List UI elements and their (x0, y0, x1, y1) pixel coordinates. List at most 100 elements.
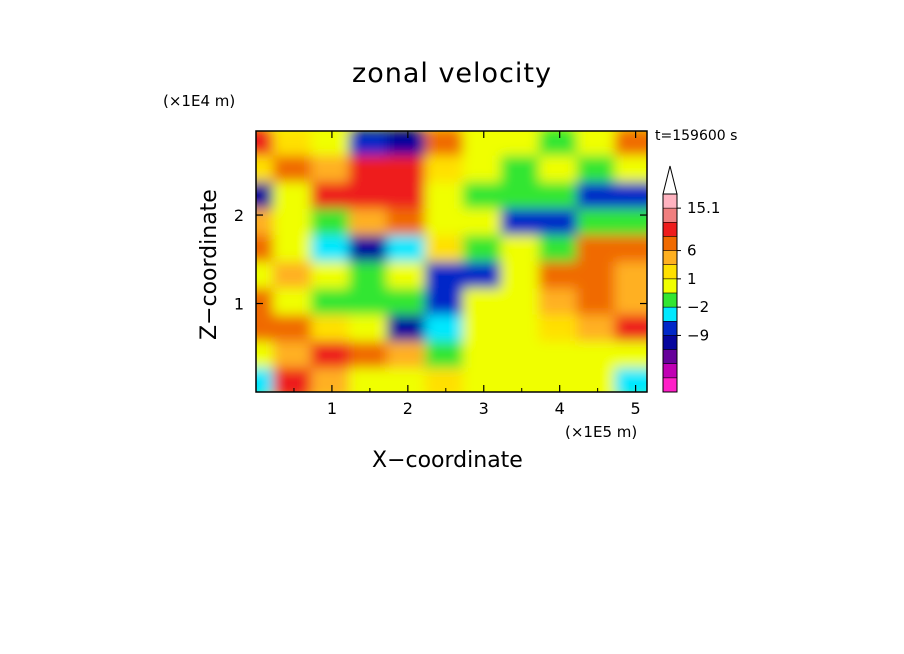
field-cell (272, 288, 315, 319)
field-cell (386, 208, 429, 240)
field-cell (424, 208, 467, 240)
field-cell (256, 155, 277, 187)
colorbar-swatch (663, 278, 677, 294)
field-cell (256, 341, 277, 372)
field-cell (310, 155, 353, 187)
axis-ticks: 1 2 3 4 5 1 2 (234, 131, 647, 418)
field-cell (576, 131, 619, 160)
field-cell (348, 155, 391, 187)
field-cell (386, 235, 429, 266)
colorbar-swatch (663, 222, 677, 237)
field-cell (538, 208, 581, 240)
field-cell (538, 341, 581, 372)
time-label: t=159600 s (655, 128, 738, 144)
field-cell (348, 314, 391, 346)
field-cell (424, 131, 467, 160)
field-cell (500, 288, 543, 319)
field-cell (576, 367, 619, 392)
field-cell (256, 131, 277, 160)
x-axis-title: X−coordinate (372, 448, 523, 473)
field-cell (462, 155, 505, 187)
field-cell (424, 155, 467, 187)
field-cell (576, 235, 619, 266)
field-cell (256, 261, 277, 293)
field-cell (256, 288, 277, 319)
field-cell (500, 235, 543, 266)
field-cell (348, 341, 391, 372)
field-cell (310, 208, 353, 240)
field-cell (500, 208, 543, 240)
field-cell (576, 182, 619, 213)
colorbar-swatch (663, 321, 677, 336)
field-cell (424, 288, 467, 319)
colorbar-label: 1 (687, 270, 697, 288)
field-cell (256, 182, 277, 213)
field-cell (348, 235, 391, 266)
colorbar-label: 6 (687, 242, 697, 260)
field-cell (256, 314, 277, 346)
field-cell (500, 155, 543, 187)
field-cell (500, 367, 543, 392)
field-cell (272, 131, 315, 160)
field-cell (256, 208, 277, 240)
plot-frame (255, 130, 648, 393)
field-cell (348, 131, 391, 160)
field-cell (500, 182, 543, 213)
field-cell (576, 155, 619, 187)
field-cell (348, 367, 391, 392)
field-cell (614, 155, 647, 187)
field-cell (614, 182, 647, 213)
field-cell (538, 367, 581, 392)
colorbar-extension-arrow (662, 165, 678, 195)
field-cell (272, 341, 315, 372)
field-cell (386, 261, 429, 293)
field-cell (310, 235, 353, 266)
field-cell (256, 367, 277, 392)
colorbar-swatch (663, 264, 677, 280)
field-cell (614, 367, 647, 392)
field-cell (538, 288, 581, 319)
field-cell (386, 182, 429, 213)
field-cell (500, 131, 543, 160)
field-cell (310, 367, 353, 392)
field-cell (256, 235, 277, 266)
field-cell (424, 235, 467, 266)
field-cell (310, 261, 353, 293)
colorbar-swatch (663, 194, 677, 209)
field-cell (310, 314, 353, 346)
colorbar-label: −2 (687, 298, 709, 316)
colorbar: 15.1 6 1 −2 −9 (662, 165, 720, 393)
field-cell (424, 261, 467, 293)
field-cell (462, 288, 505, 319)
field-cell (348, 182, 391, 213)
field-cell (310, 341, 353, 372)
field-cell (576, 341, 619, 372)
field-cell (576, 314, 619, 346)
field-cell (614, 208, 647, 240)
colorbar-swatch (663, 250, 677, 266)
field-cell (462, 314, 505, 346)
field-cell (272, 235, 315, 266)
y-scale-note: (×1E4 m) (163, 92, 236, 110)
velocity-field (256, 131, 647, 392)
colorbar-swatch (663, 293, 677, 308)
field-cell (424, 367, 467, 392)
field-cell (576, 261, 619, 293)
x-tick-label: 5 (631, 399, 641, 418)
field-cell (272, 155, 315, 187)
colorbar-label: 15.1 (687, 199, 720, 217)
field-cell (614, 131, 647, 160)
field-cell (272, 314, 315, 346)
field-cell (538, 314, 581, 346)
field-cell (424, 314, 467, 346)
field-cell (462, 341, 505, 372)
field-cell (462, 261, 505, 293)
field-cell (424, 182, 467, 213)
field-cell (614, 314, 647, 346)
field-cell (500, 341, 543, 372)
colorbar-label: −9 (687, 326, 709, 344)
x-scale-note: (×1E5 m) (565, 423, 638, 441)
colorbar-swatch (663, 236, 677, 252)
y-tick-label: 2 (234, 206, 244, 225)
